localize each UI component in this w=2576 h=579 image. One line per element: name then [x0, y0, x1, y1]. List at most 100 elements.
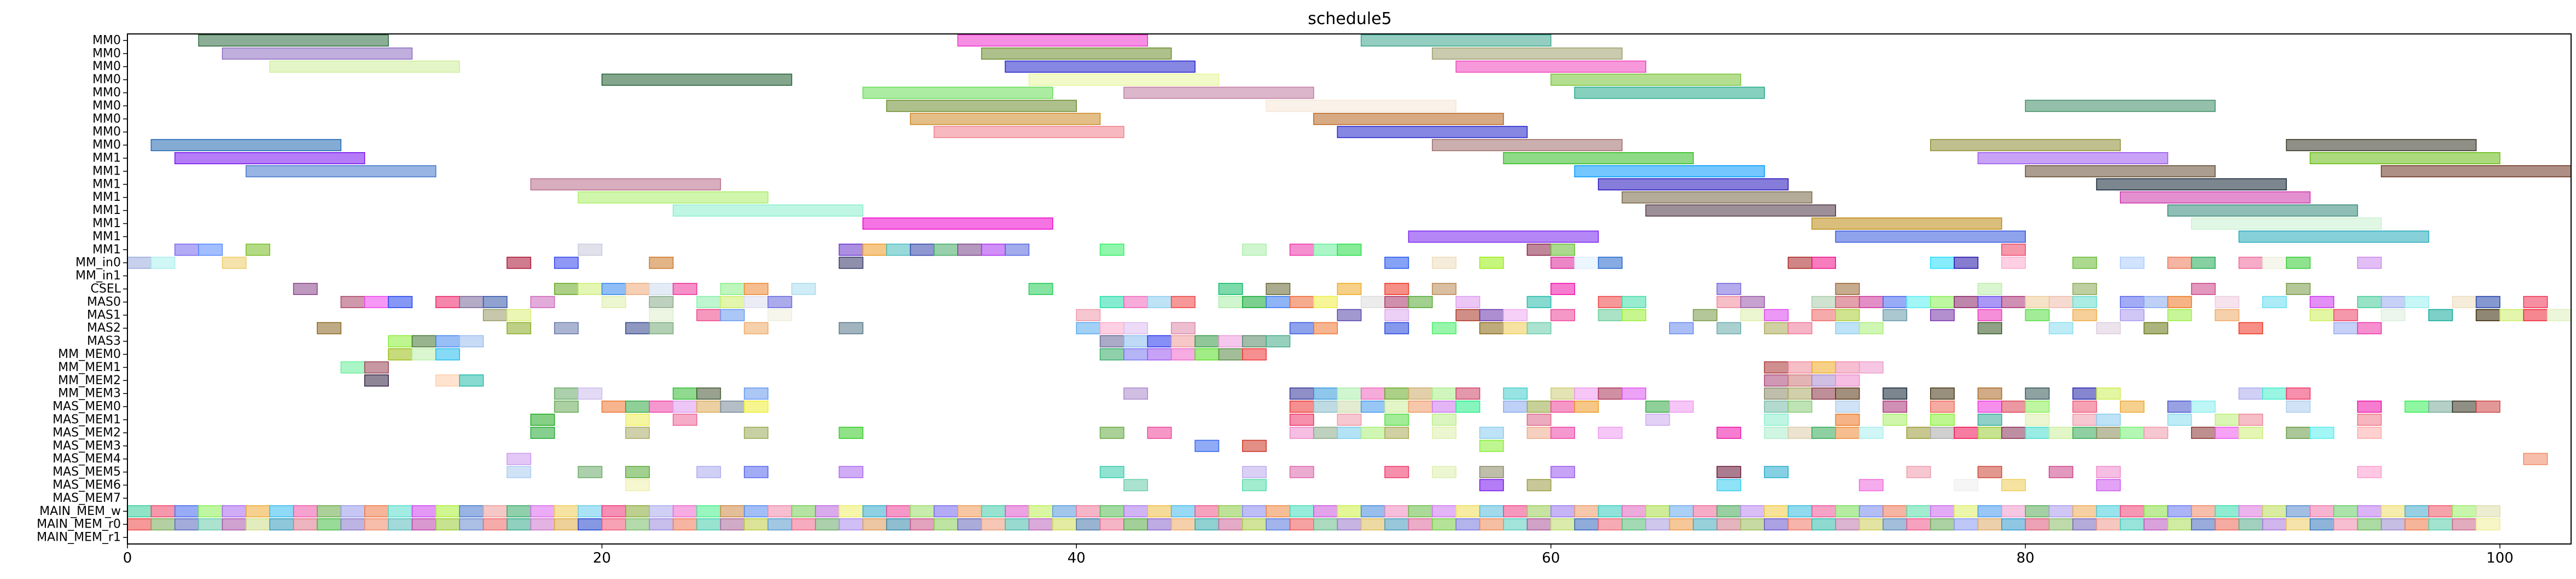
schedule-bar — [2001, 257, 2026, 269]
schedule-bar — [506, 322, 532, 334]
schedule-bar — [459, 374, 484, 387]
schedule-bar — [1194, 518, 1220, 531]
schedule-bar — [578, 518, 603, 531]
schedule-bar — [293, 518, 318, 531]
schedule-bar — [1289, 244, 1314, 256]
schedule-bar — [1242, 348, 1267, 361]
schedule-bar — [1550, 73, 1741, 86]
schedule-bar — [1266, 335, 1291, 348]
schedule-bar — [696, 466, 721, 478]
schedule-bar — [2286, 401, 2311, 413]
schedule-bar — [554, 518, 579, 531]
schedule-bar — [364, 505, 389, 518]
schedule-bar — [1479, 426, 1504, 439]
schedule-bar — [1764, 322, 1789, 334]
schedule-bar — [1883, 413, 1908, 426]
schedule-bar — [2048, 296, 2073, 308]
schedule-bar — [2001, 244, 2026, 256]
schedule-bar — [1550, 401, 1575, 413]
schedule-bar — [2001, 401, 2026, 413]
schedule-bar — [2310, 152, 2501, 165]
schedule-bar — [1170, 518, 1196, 531]
schedule-bar — [150, 139, 342, 152]
schedule-bar — [2357, 413, 2382, 426]
schedule-bar — [2238, 322, 2263, 334]
y-tick-label: MM1 — [92, 217, 121, 230]
schedule-bar — [1977, 426, 2002, 439]
schedule-bar — [2499, 309, 2524, 321]
schedule-bar — [1432, 466, 1456, 478]
schedule-bar — [601, 518, 626, 531]
schedule-bar — [1028, 518, 1053, 531]
schedule-bar — [601, 282, 626, 296]
schedule-bar — [1408, 387, 1433, 400]
schedule-bar — [1787, 374, 1812, 387]
schedule-bar — [2381, 309, 2406, 321]
schedule-bar — [1716, 466, 1741, 478]
y-tick-label: MM1 — [92, 230, 121, 244]
schedule-bar — [1360, 505, 1385, 518]
schedule-bar — [1076, 309, 1101, 321]
schedule-bar — [1147, 426, 1172, 439]
schedule-bar — [1645, 518, 1670, 531]
schedule-bar — [174, 152, 365, 165]
schedule-bar — [1669, 518, 1694, 531]
schedule-bar — [1266, 505, 1291, 518]
schedule-bar — [2191, 518, 2216, 531]
schedule-bar — [2286, 426, 2311, 439]
schedule-bar — [1384, 257, 1409, 269]
schedule-bar — [815, 518, 840, 531]
schedule-bar — [2333, 322, 2358, 334]
y-tick-label: CSEL — [91, 282, 121, 296]
schedule-bar — [578, 282, 603, 296]
schedule-bar — [2286, 257, 2311, 269]
schedule-bar — [435, 505, 461, 518]
schedule-bar — [1598, 178, 1789, 190]
schedule-bar — [1787, 518, 1812, 531]
schedule-bar — [530, 296, 555, 308]
schedule-bar — [2404, 518, 2429, 531]
schedule-bar — [1479, 439, 1504, 452]
schedule-bar — [530, 178, 721, 190]
schedule-bar — [2428, 518, 2453, 531]
schedule-bar — [1479, 505, 1504, 518]
schedule-bar — [1170, 335, 1196, 348]
schedule-bar — [1526, 413, 1552, 426]
schedule-bar — [649, 282, 674, 296]
schedule-bar — [2096, 322, 2121, 334]
schedule-bar — [1099, 244, 1124, 256]
schedule-bar — [862, 518, 887, 531]
schedule-bar — [2286, 387, 2311, 400]
schedule-bar — [1432, 413, 1456, 426]
schedule-bar — [744, 426, 768, 439]
schedule-bar — [1764, 518, 1789, 531]
schedule-bar — [1526, 426, 1552, 439]
schedule-bar — [1479, 257, 1504, 269]
schedule-bar — [2428, 309, 2453, 321]
schedule-bar — [672, 505, 697, 518]
schedule-bar — [1289, 518, 1314, 531]
schedule-bar — [1123, 387, 1149, 400]
schedule-bar — [1977, 518, 2002, 531]
schedule-bar — [2404, 401, 2429, 413]
schedule-bar — [649, 257, 674, 269]
schedule-bar — [2381, 505, 2406, 518]
schedule-bar — [649, 505, 674, 518]
schedule-bar — [1716, 505, 1741, 518]
schedule-bar — [340, 518, 365, 531]
schedule-bar — [625, 426, 650, 439]
y-tick-label: MM1 — [92, 204, 121, 217]
schedule-bar — [2286, 518, 2311, 531]
schedule-bar — [1835, 361, 1860, 374]
schedule-bar — [2120, 191, 2311, 204]
schedule-bar — [2072, 387, 2097, 400]
schedule-bar — [1598, 296, 1623, 308]
schedule-bar — [1811, 374, 1837, 387]
schedule-bar — [2191, 257, 2216, 269]
schedule-bar — [482, 296, 508, 308]
y-tick-label: MM1 — [92, 190, 121, 204]
plot-frame — [127, 33, 2572, 545]
schedule-bar — [1930, 426, 1955, 439]
schedule-bar — [222, 47, 413, 60]
schedule-bar — [2001, 505, 2026, 518]
